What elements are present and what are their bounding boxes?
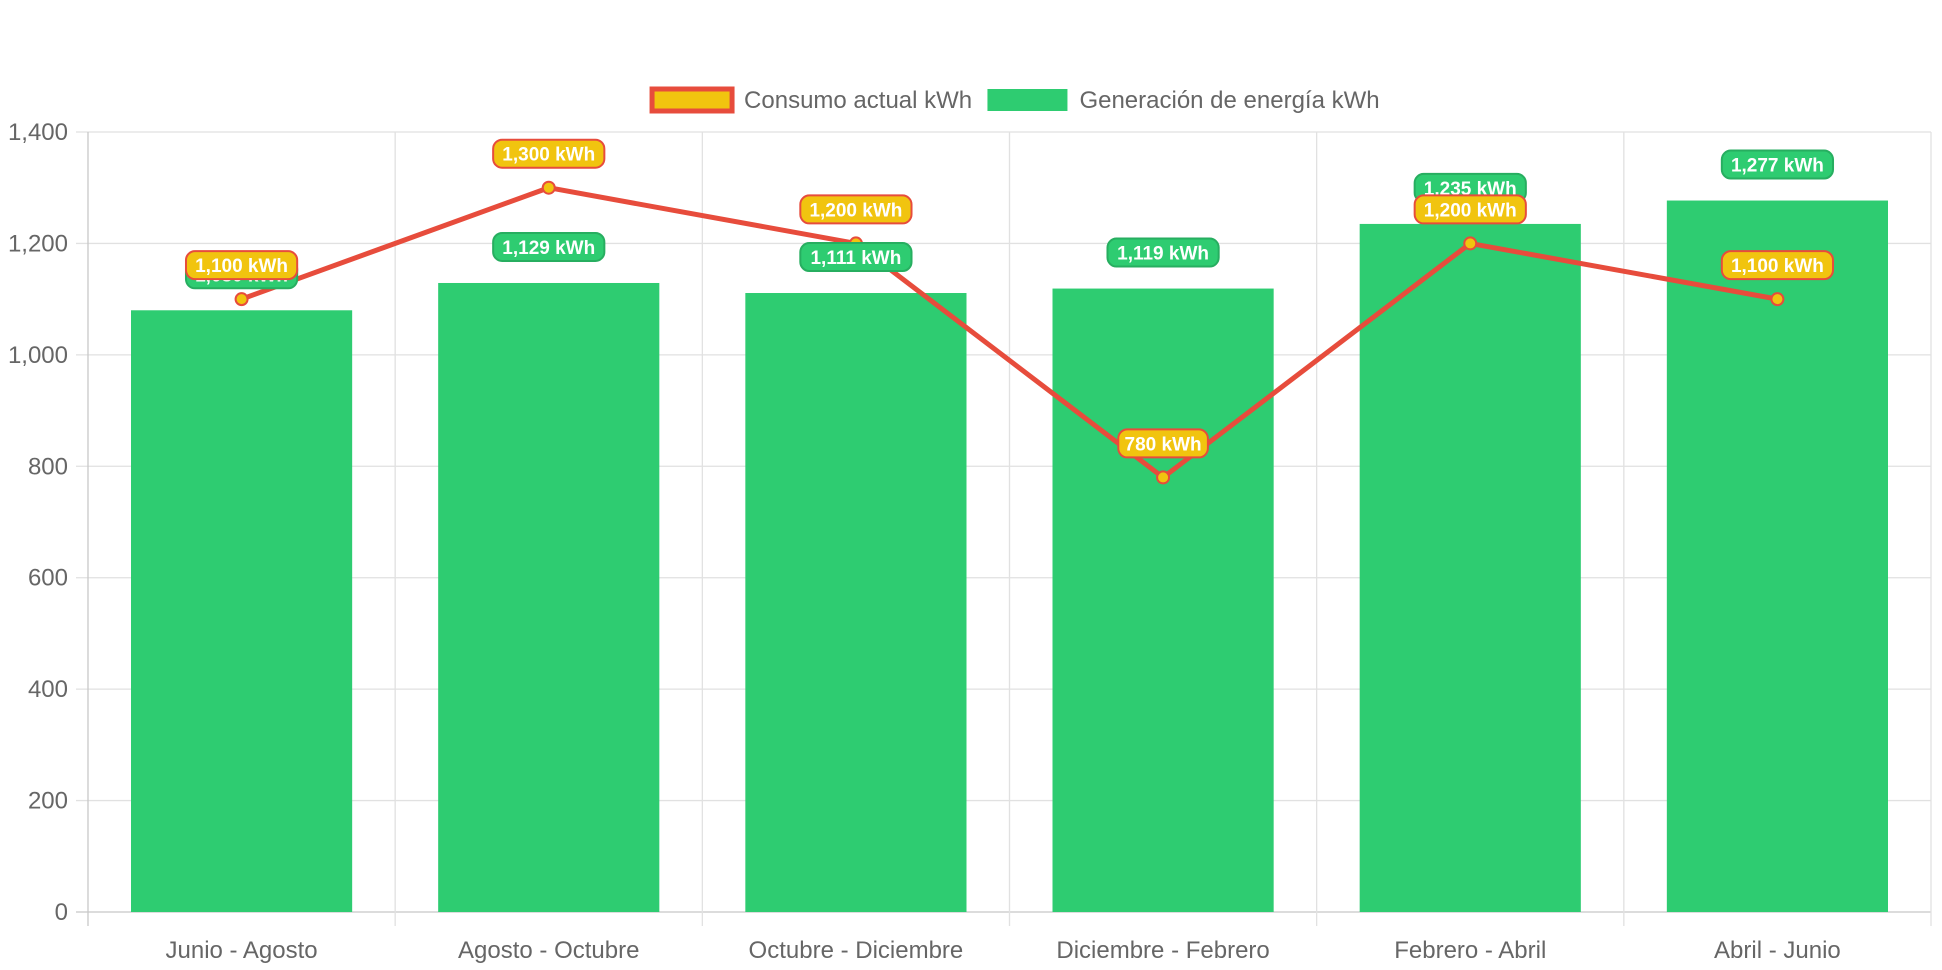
y-axis-ticks: 0 200 400 600 800 1,000 1,200 1,400 [8, 119, 68, 926]
consumption-point[interactable] [1463, 236, 1478, 251]
generation-data-label: 1,111 kWh [810, 248, 901, 269]
generation-bar[interactable] [1359, 223, 1581, 912]
grid [76, 131, 1932, 926]
consumption-line [240, 185, 1778, 480]
consumption-data-label: 1,100 kWh [195, 256, 288, 277]
legend-item-generation[interactable]: Generación de energía kWh [987, 87, 1380, 114]
y-tick-label: 200 [28, 788, 68, 815]
bar-series [131, 200, 1888, 912]
y-tick-label: 1,200 [8, 230, 68, 257]
generation-bar[interactable] [1052, 288, 1274, 912]
x-tick-label: Junio - Agosto [166, 937, 318, 964]
generation-data-label: 1,277 kWh [1731, 156, 1824, 177]
legend-item-consumption[interactable]: Consumo actual kWh [649, 86, 972, 114]
legend-label: Generación de energía kWh [1079, 87, 1379, 114]
y-tick-label: 800 [28, 453, 68, 480]
consumption-data-label: 1,200 kWh [1424, 200, 1517, 221]
legend-label: Consumo actual kWh [744, 87, 972, 114]
generation-data-label: 1,119 kWh [1117, 244, 1209, 265]
x-tick-label: Abril - Junio [1714, 937, 1841, 964]
generation-data-label-bg [799, 242, 913, 273]
generation-data-label-bg [492, 231, 606, 262]
legend[interactable]: Consumo actual kWh Generación de energía … [649, 86, 1380, 114]
x-tick-label: Octubre - Diciembre [749, 937, 964, 964]
consumption-point[interactable] [1770, 292, 1785, 307]
x-tick-label: Febrero - Abril [1394, 937, 1546, 964]
consumption-data-label: 1,300 kWh [502, 145, 595, 166]
legend-swatch-consumption [649, 86, 735, 114]
consumption-data-label-bg [1413, 194, 1527, 225]
consumption-data-label: 1,200 kWh [809, 200, 902, 221]
y-tick-label: 400 [28, 676, 68, 703]
y-tick-label: 0 [55, 899, 68, 926]
generation-bar[interactable] [745, 293, 967, 912]
generation-bar[interactable] [1666, 200, 1888, 912]
generation-data-label: 1,129 kWh [502, 238, 595, 259]
x-tick-label: Diciembre - Febrero [1056, 937, 1269, 964]
y-tick-label: 1,400 [8, 119, 68, 146]
consumption-data-label-bg [799, 194, 913, 225]
consumption-point[interactable] [1156, 470, 1171, 485]
consumption-data-label-bg [1720, 250, 1835, 281]
consumption-data-label-bg [1117, 428, 1209, 459]
consumption-data-label: 1,100 kWh [1731, 256, 1824, 277]
x-axis-ticks: Junio - Agosto Agosto - Octubre Octubre - … [166, 937, 1841, 964]
line-series [234, 180, 1785, 485]
generation-bar[interactable] [131, 310, 353, 912]
consumption-data-label-bg [492, 138, 606, 169]
generation-data-label-bg [1106, 237, 1220, 268]
legend-swatch-generation [987, 89, 1068, 111]
consumption-point[interactable] [234, 292, 249, 307]
consumption-point[interactable] [541, 180, 556, 195]
generation-data-label-bg [1720, 149, 1835, 180]
y-tick-label: 1,000 [8, 342, 68, 369]
consumption-data-label-bg [184, 250, 299, 281]
consumption-data-label: 780 kWh [1125, 434, 1202, 455]
y-tick-label: 600 [28, 565, 68, 592]
x-tick-label: Agosto - Octubre [458, 937, 639, 964]
generation-bar[interactable] [438, 282, 660, 912]
